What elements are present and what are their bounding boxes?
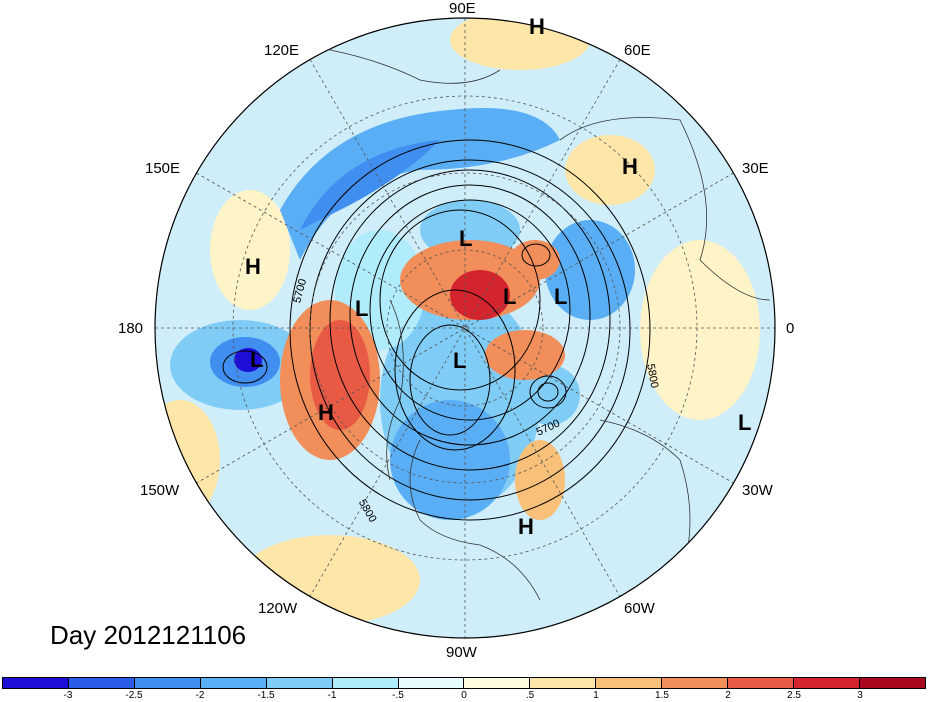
high-pressure-marker: H <box>318 400 334 425</box>
colorbar-tick-label: 0 <box>461 690 467 701</box>
lon-label-90w: 90W <box>446 644 477 661</box>
colorbar-cell <box>464 678 531 688</box>
low-pressure-marker: L <box>355 296 369 321</box>
coastlines <box>329 49 771 601</box>
low-pressure-marker: L <box>459 226 473 251</box>
colorbar-cell <box>859 678 925 688</box>
colorbar-cell <box>266 678 333 688</box>
colorbar-cell <box>398 678 465 688</box>
colorbar-tick-label: 3 <box>857 690 863 701</box>
graticule <box>155 18 775 638</box>
height-contours <box>222 139 651 521</box>
lon-label-90e: 90E <box>449 0 476 17</box>
colorbar-cell <box>662 678 729 688</box>
day-label: Day 2012121106 <box>50 620 247 650</box>
colorbar-tick-label: 2.5 <box>787 690 801 701</box>
colorbar-cell <box>596 678 663 688</box>
low-pressure-marker: L <box>250 347 264 372</box>
colorbar-cell <box>134 678 201 688</box>
colorbar-tick-label: -2 <box>195 690 205 701</box>
colorbar-cell <box>200 678 267 688</box>
low-pressure-marker: L <box>738 410 752 435</box>
lon-label-30w: 30W <box>742 482 773 499</box>
colorbar-cell <box>68 678 135 688</box>
colorbar-tick-label: 1 <box>593 690 599 701</box>
low-pressure-marker: L <box>503 284 517 309</box>
lon-label-120w: 120W <box>258 600 298 617</box>
lon-label-150w: 150W <box>140 482 180 499</box>
lon-label-60w: 60W <box>624 600 655 617</box>
colorbar <box>2 677 926 689</box>
high-pressure-marker: H <box>622 154 638 179</box>
lon-label-30e: 30E <box>742 160 769 177</box>
colorbar-tick-label: 1.5 <box>655 690 669 701</box>
lon-label-60e: 60E <box>624 42 651 59</box>
lon-label-180: 180 <box>118 320 144 337</box>
lon-label-150e: 150E <box>145 160 181 177</box>
lon-label-0: 0 <box>786 320 795 337</box>
colorbar-cell <box>530 678 597 688</box>
high-pressure-marker: H <box>518 514 534 539</box>
high-pressure-marker: H <box>245 254 261 279</box>
high-pressure-marker: H <box>529 14 545 39</box>
colorbar-cell <box>332 678 399 688</box>
low-pressure-marker: L <box>554 284 568 309</box>
colorbar-cell <box>3 678 69 688</box>
map-border <box>154 17 776 639</box>
low-pressure-marker: L <box>453 348 467 373</box>
colorbar-tick-label: .5 <box>525 690 535 701</box>
colorbar-cell <box>794 678 860 688</box>
colorbar-tick-label: -2.5 <box>125 690 143 701</box>
lon-label-120e: 120E <box>264 42 300 59</box>
colorbar-tick-label: -1.5 <box>257 690 275 701</box>
colorbar-cell <box>728 678 795 688</box>
colorbar-tick-label: 2 <box>725 690 731 701</box>
colorbar-tick-label: -1 <box>327 690 337 701</box>
colorbar-tick-label: -3 <box>63 690 73 701</box>
colorbar-tick-label: -.5 <box>392 690 404 701</box>
